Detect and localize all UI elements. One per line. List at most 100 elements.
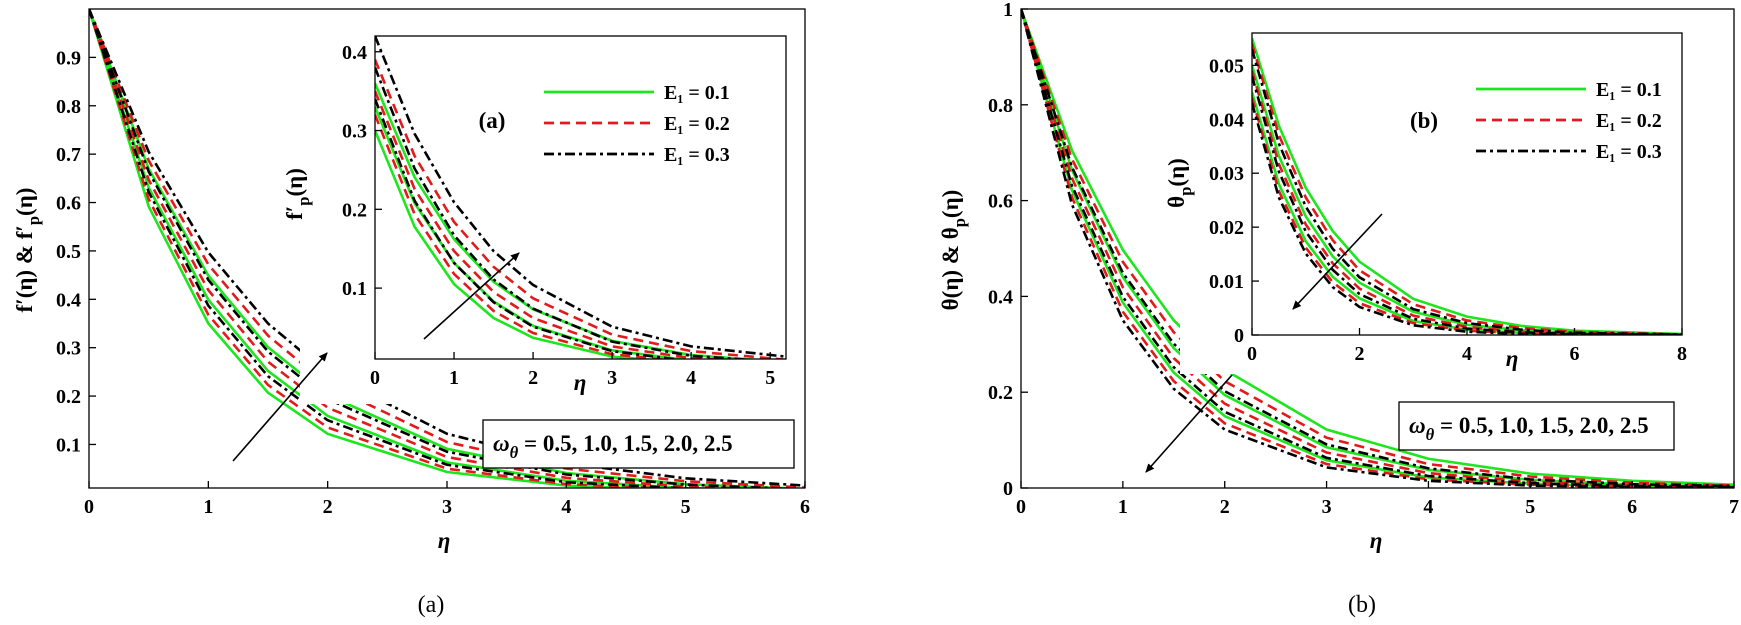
y-tick-label: 0: [1003, 478, 1013, 500]
x-tick-label: 1: [449, 367, 459, 389]
y-axis-label-part: p: [24, 216, 43, 225]
curve: [1021, 9, 1734, 487]
curve: [1021, 9, 1734, 488]
y-axis-label-part: (η): [282, 168, 307, 196]
y-axis-label-part: f′(η) & f′: [12, 225, 37, 312]
curve: [375, 98, 684, 359]
x-tick-label: 7: [1729, 496, 1739, 518]
curve: [89, 9, 771, 488]
y-axis-label-part: p: [950, 218, 969, 227]
panel-label: (a): [479, 108, 506, 133]
x-axis-label: η: [574, 370, 587, 395]
x-tick-label: 8: [1677, 343, 1687, 365]
trend-arrow: [1292, 213, 1383, 310]
curve: [375, 90, 734, 359]
x-tick-label: 4: [1462, 343, 1472, 365]
trend-arrow: [423, 252, 520, 340]
y-tick-label: 0.4: [56, 289, 81, 311]
x-tick-label: 0: [84, 496, 94, 518]
curve: [375, 114, 673, 359]
y-axis-label-part: (η): [938, 190, 963, 218]
arrows: [232, 213, 1383, 473]
curve: [1252, 97, 1682, 335]
y-tick-label: 0.04: [1209, 109, 1244, 131]
x-tick-label: 4: [686, 367, 696, 389]
y-tick-label: 0: [1234, 325, 1244, 347]
y-tick-label: 0.1: [342, 278, 367, 300]
axes-box: [1020, 8, 1735, 489]
curve: [375, 67, 759, 359]
y-tick-label: 1: [1003, 0, 1013, 21]
y-tick-label: 0.3: [56, 338, 81, 360]
curve: [1021, 9, 1734, 488]
y-axis-label: θ(η) & θp(η): [938, 190, 969, 311]
y-tick-label: 0.5: [56, 241, 81, 263]
curve: [1021, 9, 1734, 488]
x-tick-label: 2: [323, 496, 333, 518]
x-tick-label: 2: [1220, 496, 1230, 518]
y-tick-label: 0.2: [988, 382, 1013, 404]
curve: [1252, 70, 1682, 335]
y-tick-label: 0.2: [56, 386, 81, 408]
x-axis-label: η: [438, 528, 451, 553]
x-tick-label: 6: [800, 496, 810, 518]
legend-label: E₁ = 0.1: [1596, 79, 1662, 101]
y-tick-label: 0.3: [342, 121, 367, 143]
x-tick-label: 6: [1570, 343, 1580, 365]
y-tick-label: 0.02: [1209, 217, 1244, 239]
curve: [1252, 38, 1682, 335]
legend-label: E₁ = 0.2: [1596, 110, 1662, 132]
x-axis-label: η: [1506, 346, 1519, 371]
charts: 0 1 2 3 4 5 60.10.20.30.40.50.60.70.80.9ηf′(η)…: [12, 0, 1739, 618]
annotation: ωθ = 0.5, 1.0, 1.5, 2.0, 2.5: [1409, 413, 1649, 444]
chart-panel: 0 2 4 6 8 0 0.01 0.02 0.03 0.04 0.05 η θp(η) (b) E₁ = …: [1164, 22, 1690, 374]
annotation-part: θ: [510, 443, 519, 462]
y-tick-label: 0.6: [56, 193, 81, 215]
x-tick-label: 1: [203, 496, 213, 518]
legend-label: E₁ = 0.1: [664, 82, 730, 104]
annotation-part: ω: [493, 431, 510, 456]
y-tick-label: 0.9: [56, 47, 81, 69]
curve: [1252, 43, 1682, 335]
y-tick-label: 0.2: [342, 199, 367, 221]
curve: [375, 130, 659, 359]
y-tick-label: 0.4: [988, 286, 1013, 308]
legend-label: E₁ = 0.2: [664, 113, 730, 135]
panel-label: (b): [1410, 108, 1438, 133]
y-axis-label-part: θ: [1164, 196, 1189, 208]
x-axis-label: η: [1370, 528, 1383, 553]
x-tick-label: 4: [561, 496, 571, 518]
y-tick-label: 0.8: [988, 95, 1013, 117]
curve: [375, 59, 786, 359]
x-tick-label: 3: [1322, 496, 1332, 518]
curve: [89, 9, 720, 488]
y-tick-label: 0.4: [342, 42, 367, 64]
annotation-box: [1398, 401, 1675, 451]
chart-panel: 0 1 2 3 4 5 0.1 0.2 0.3 0.4 η f′p(η) (a) E₁ = 0.1 E₁ =…: [282, 28, 795, 404]
y-axis-label: θp(η): [1164, 158, 1195, 208]
y-axis-label: f′p(η): [282, 168, 313, 220]
annotation-part: θ: [1426, 425, 1435, 444]
y-axis-label-part: θ(η) & θ: [938, 227, 963, 310]
y-axis-label-part: (η): [1164, 158, 1189, 186]
y-tick-label: 0.7: [56, 144, 81, 166]
x-tick-label: 3: [442, 496, 452, 518]
y-axis-label: f′(η) & f′p(η): [12, 188, 43, 313]
x-tick-label: 2: [1355, 343, 1365, 365]
x-tick-label: 0: [370, 367, 380, 389]
y-axis-label-part: f′: [282, 206, 307, 220]
x-tick-label: 0: [1247, 343, 1257, 365]
x-tick-label: 5: [1525, 496, 1535, 518]
annotation: ωθ = 0.5, 1.0, 1.5, 2.0, 2.5: [493, 431, 733, 462]
axes-box: [374, 35, 787, 360]
annotation-part: = 0.5, 1.0, 1.5, 2.0, 2.5: [1434, 413, 1648, 438]
x-tick-label: 2: [528, 367, 538, 389]
legend-label: E₁ = 0.3: [664, 144, 730, 166]
y-tick-label: 0.05: [1209, 55, 1244, 77]
panel-caption: (b): [1348, 592, 1376, 618]
y-tick-label: 0.03: [1209, 163, 1244, 185]
curve: [1021, 9, 1734, 486]
curve: [1252, 102, 1682, 335]
x-tick-label: 5: [681, 496, 691, 518]
